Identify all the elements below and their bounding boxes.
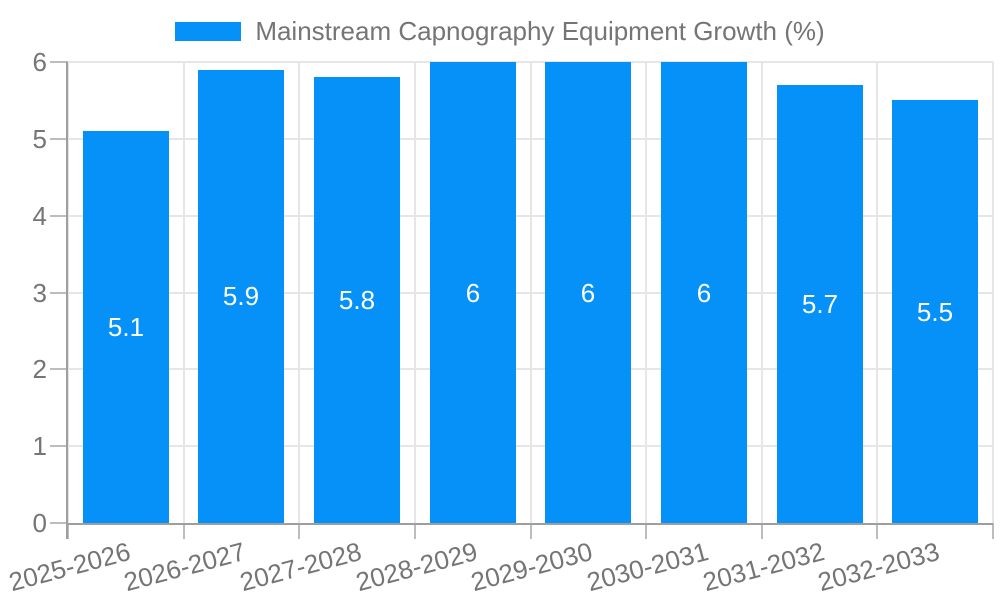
y-axis-tick-3 xyxy=(50,292,68,294)
x-axis-tick-6 xyxy=(761,523,763,539)
gridline-x-7 xyxy=(876,62,878,523)
bar-2026-2027[interactable] xyxy=(198,70,284,523)
gridline-x-1 xyxy=(183,62,185,523)
y-axis-label-1: 1 xyxy=(32,431,47,461)
x-axis-tick-1 xyxy=(183,523,185,539)
gridline-x-5 xyxy=(645,62,647,523)
bar-2030-2031[interactable] xyxy=(661,62,747,523)
y-axis-tick-4 xyxy=(50,215,68,217)
y-axis-label-2: 2 xyxy=(32,354,47,384)
x-axis-tick-8 xyxy=(992,523,994,539)
gridline-x-8 xyxy=(992,62,994,523)
y-axis-tick-1 xyxy=(50,445,68,447)
bar-value-label-2028-2029: 6 xyxy=(465,278,481,308)
y-axis-tick-6 xyxy=(50,61,68,63)
bar-value-label-2025-2026: 5.1 xyxy=(107,312,145,342)
y-axis-label-5: 5 xyxy=(32,124,47,154)
gridline-x-6 xyxy=(761,62,763,523)
x-axis-tick-4 xyxy=(530,523,532,539)
gridline-x-0 xyxy=(67,62,69,523)
x-axis-tick-7 xyxy=(876,523,878,539)
bar-2031-2032[interactable] xyxy=(777,85,863,523)
bar-value-label-2026-2027: 5.9 xyxy=(222,281,260,311)
bar-2028-2029[interactable] xyxy=(430,62,516,523)
y-axis-tick-0 xyxy=(50,522,68,524)
y-axis-line xyxy=(66,62,68,539)
bar-value-label-2032-2033: 5.5 xyxy=(916,297,954,327)
x-axis-tick-2 xyxy=(298,523,300,539)
legend-swatch xyxy=(175,21,242,41)
y-axis-tick-5 xyxy=(50,138,68,140)
x-axis-tick-3 xyxy=(414,523,416,539)
gridline-x-4 xyxy=(530,62,532,523)
gridline-x-3 xyxy=(414,62,416,523)
bar-2029-2030[interactable] xyxy=(545,62,631,523)
y-axis-label-4: 4 xyxy=(32,201,47,231)
x-axis-tick-0 xyxy=(67,523,69,539)
legend-label: Mainstream Capnography Equipment Growth … xyxy=(255,15,825,46)
bar-value-label-2030-2031: 6 xyxy=(696,278,712,308)
legend[interactable]: Mainstream Capnography Equipment Growth … xyxy=(0,16,1000,46)
bar-value-label-2031-2032: 5.7 xyxy=(801,289,839,319)
bar-2027-2028[interactable] xyxy=(314,77,400,523)
bar-value-label-2029-2030: 6 xyxy=(580,278,596,308)
x-axis-tick-5 xyxy=(645,523,647,539)
y-axis-label-3: 3 xyxy=(32,278,47,308)
y-axis-tick-2 xyxy=(50,368,68,370)
bar-2032-2033[interactable] xyxy=(892,100,978,523)
y-axis-label-0: 0 xyxy=(32,508,47,538)
y-axis-label-6: 6 xyxy=(32,47,47,77)
bar-value-label-2027-2028: 5.8 xyxy=(338,285,376,315)
bar-2025-2026[interactable] xyxy=(83,131,169,523)
x-axis-line xyxy=(66,523,993,525)
gridline-x-2 xyxy=(298,62,300,523)
